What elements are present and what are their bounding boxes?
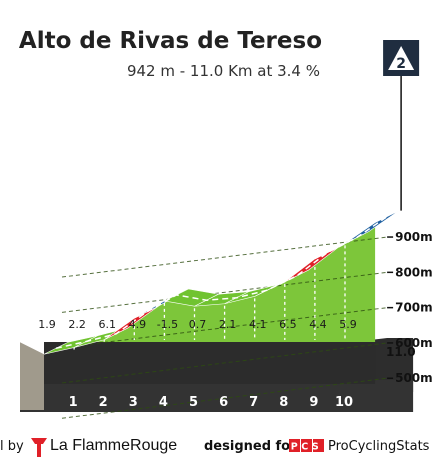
km-tick-label: 8	[279, 395, 288, 410]
grid-line-1	[61, 377, 388, 419]
mountain-icon	[388, 46, 415, 70]
grid-line-2	[61, 342, 388, 384]
profile-body	[20, 222, 376, 410]
segment-gradient-label: 4.1	[249, 318, 267, 331]
profile-front-face	[44, 222, 376, 355]
grid-line-3	[61, 307, 388, 349]
climb-category-marker: 2	[383, 40, 420, 211]
profile-labels: 1.9 2.2 6.1 4.9 -1.5 0.7 2.1 4.1 6.5 4.4 5.9 1 2 3 4 5 6…	[38, 230, 432, 410]
designed-for-text: designed for	[204, 439, 297, 454]
distance-end-label: 11.0	[386, 345, 416, 359]
elevation-tick-label: 800m	[395, 265, 433, 279]
segment-gradient-label: 5.9	[339, 318, 357, 331]
segment-gradient-label: 4.4	[309, 318, 327, 331]
km-tick-label: 7	[249, 395, 258, 410]
profile-left-wall	[20, 342, 44, 410]
km-tick-label: 3	[129, 395, 138, 410]
segment-gradient-label: 2.1	[219, 318, 237, 331]
climb-title: Alto de Rivas de Tereso	[18, 28, 322, 54]
segment-gradient-label: 4.9	[129, 318, 147, 331]
km-tick-label: 9	[309, 395, 318, 410]
pcs-brand: ProCyclingStats	[328, 439, 430, 454]
pcs-logo-icon: PCS	[289, 439, 324, 453]
elevation-tick-label: 700m	[395, 301, 433, 315]
segment-gradient-label: -1.5	[157, 318, 178, 331]
footer: l by La FlammeRouge designed for PCS Pro…	[0, 436, 435, 460]
km-tick-label: 10	[335, 395, 353, 410]
profile-top-surface	[43, 210, 400, 355]
km-tick-label: 4	[159, 395, 168, 410]
pcs-logo-text: PCS	[291, 442, 322, 453]
grid-line-4	[61, 271, 388, 313]
km-tick-label: 1	[69, 395, 78, 410]
category-badge-text: 2	[396, 56, 406, 72]
km-tick-label: 5	[189, 395, 198, 410]
climb-stats: 942 m - 11.0 Km at 3.4 %	[126, 62, 320, 80]
flamme-rouge-icon	[31, 438, 47, 457]
grid-line-5	[61, 236, 388, 278]
segment-gradient-label: 6.1	[99, 318, 117, 331]
segment-gradient-label: 2.2	[68, 318, 86, 331]
segment-gradient-label: 6.5	[279, 318, 297, 331]
km-tick-label: 2	[99, 395, 108, 410]
profile-base-strip	[20, 380, 414, 412]
top-centerline	[55, 215, 388, 349]
segment-gradient-label: 0.7	[189, 318, 207, 331]
segment-gradient-label: 1.9	[38, 318, 56, 331]
credit-by-text: l by	[0, 439, 24, 454]
elevation-tick-label: 600m	[395, 336, 433, 350]
elevation-profile-chart: 1.9 2.2 6.1 4.9 -1.5 0.7 2.1 4.1 6.5 4.4 5.9 1 2 3 4 5 6…	[20, 40, 433, 419]
flamme-rouge-brand: La FlammeRouge	[50, 437, 178, 454]
km-band	[44, 342, 376, 384]
elevation-tick-label: 900m	[395, 230, 433, 244]
elevation-tick-label: 500m	[395, 371, 433, 385]
km-tick-label: 6	[219, 395, 228, 410]
